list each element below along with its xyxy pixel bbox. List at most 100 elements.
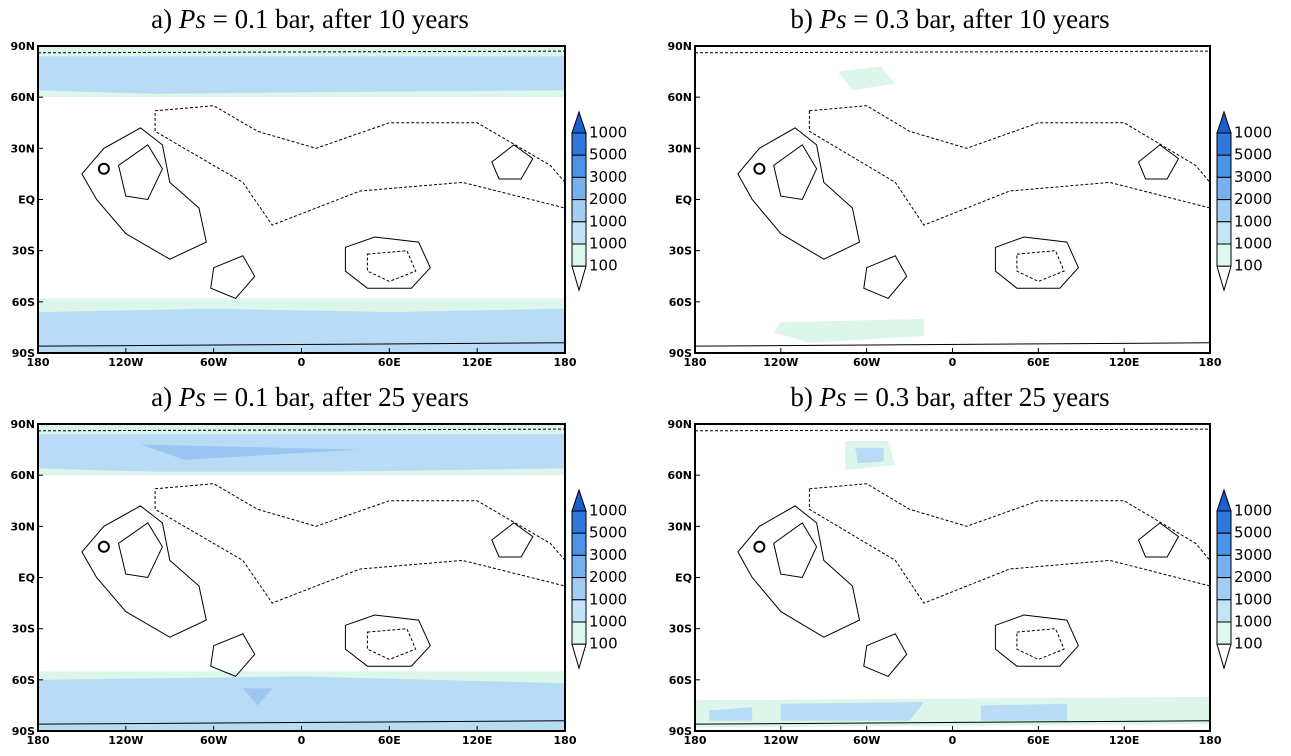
x-tick-label: 60E	[378, 734, 401, 747]
colorbar-label: 100	[1234, 257, 1263, 275]
title-label: a)	[151, 382, 172, 412]
x-tick-label: 180	[554, 356, 577, 369]
colorbar: 1000 5000 3000 2000 1000 1000 100	[1216, 488, 1272, 670]
x-tick-label: 60E	[1027, 356, 1050, 369]
topography-contour	[154, 483, 566, 604]
x-tick-label: 60W	[853, 734, 880, 747]
topography-contour	[1016, 250, 1065, 282]
y-tick-label: 90S	[669, 347, 692, 360]
y-tick-label: EQ	[18, 194, 35, 207]
colorbar-label: 1000	[589, 613, 627, 631]
colorbar-arrow	[571, 265, 587, 292]
polar-contour	[37, 428, 566, 432]
shaded-region	[140, 444, 361, 460]
shaded-region	[981, 703, 1067, 721]
colorbar-arrow	[1216, 643, 1232, 670]
title-expr: = 0.1	[213, 382, 269, 412]
title-suffix: bar, after 10 years	[275, 4, 469, 34]
colorbar-segment	[571, 132, 587, 156]
colorbar-label: 2000	[589, 190, 627, 208]
y-tick-label: 30S	[12, 623, 35, 636]
colorbar-label: 1000	[1234, 502, 1272, 520]
colorbar-segment	[571, 554, 587, 579]
topography-contour	[344, 236, 431, 289]
colorbar-label: 1000	[1234, 590, 1272, 608]
colorbar-label: 5000	[589, 524, 627, 542]
colorbar-segment	[571, 577, 587, 601]
title-suffix: bar, after 25 years	[916, 382, 1110, 412]
shaded-region	[773, 318, 924, 343]
x-tick-label: 120E	[1109, 734, 1139, 747]
colorbar-segment	[1216, 154, 1232, 178]
x-tick-label: 180	[554, 734, 577, 747]
shaded-region	[38, 676, 565, 731]
panel-title: a) Ps = 0.1 bar, after 25 years	[151, 382, 469, 412]
topography-contour	[366, 628, 417, 660]
topography-contour	[863, 255, 908, 300]
colorbar-segment	[1216, 577, 1232, 601]
colorbar-segment	[1216, 510, 1232, 534]
topography-contour	[117, 522, 163, 579]
title-expr: = 0.3	[853, 382, 909, 412]
topography-contour	[773, 144, 818, 201]
x-tick-label: 180	[1199, 356, 1222, 369]
colorbar-label: 100	[1234, 635, 1263, 653]
colorbar-label: 100	[589, 257, 618, 275]
volcano-contour	[753, 162, 766, 175]
y-tick-label: 30S	[669, 623, 692, 636]
colorbar-arrow	[571, 110, 587, 134]
volcano-contour	[97, 162, 110, 175]
colorbar-segment	[571, 176, 587, 201]
plot-frame	[694, 45, 1211, 354]
x-tick-label: 180	[684, 734, 707, 747]
topography-contour	[773, 522, 818, 579]
colorbar: 1000 5000 3000 2000 1000 1000 100	[571, 110, 627, 292]
colorbar-label: 5000	[589, 146, 627, 164]
colorbar-label: 2000	[1234, 190, 1272, 208]
x-tick-label: 120W	[108, 734, 143, 747]
y-tick-label: 90N	[667, 418, 692, 431]
shaded-region	[695, 696, 1210, 728]
x-tick-label: 60E	[1027, 734, 1050, 747]
x-tick-label: 60E	[378, 356, 401, 369]
x-tick-label: 120W	[108, 356, 143, 369]
title-label: b)	[790, 382, 813, 412]
y-tick-label: 60S	[669, 296, 692, 309]
colorbar-segment	[1216, 599, 1232, 623]
colorbar-label: 1000	[589, 235, 627, 253]
shaded-region	[855, 447, 884, 464]
topography-contour	[808, 483, 1211, 604]
colorbar-segment	[571, 510, 587, 534]
topography-contour	[491, 522, 534, 558]
topography-contour	[863, 633, 908, 678]
panel-title: b) Ps = 0.3 bar, after 10 years	[790, 4, 1109, 34]
x-tick-label: 60W	[200, 734, 227, 747]
volcano-contour	[753, 540, 766, 553]
topography-contour	[366, 250, 417, 282]
topography-contour	[1016, 628, 1065, 660]
topography-contour	[117, 144, 163, 201]
y-tick-label: 90S	[12, 725, 35, 738]
colorbar-segment	[1216, 243, 1232, 267]
volcano-contour	[97, 540, 110, 553]
topography-contour	[994, 236, 1079, 289]
shaded-region	[838, 66, 896, 91]
x-tick-label: 60W	[853, 356, 880, 369]
y-tick-label: 90S	[669, 725, 692, 738]
topography-contour	[737, 505, 861, 638]
polar-contour	[37, 342, 566, 347]
x-tick-label: 0	[298, 734, 306, 747]
y-tick-label: 90N	[10, 40, 35, 53]
panel-title: b) Ps = 0.3 bar, after 25 years	[790, 382, 1109, 412]
polar-contour	[694, 720, 1211, 725]
polar-contour	[37, 720, 566, 725]
colorbar-segment	[1216, 132, 1232, 156]
y-tick-label: 60N	[10, 91, 35, 104]
x-tick-label: 0	[949, 734, 957, 747]
colorbar-label: 3000	[1234, 168, 1272, 186]
title-symbol: Ps	[178, 382, 206, 412]
colorbar-label: 1000	[589, 212, 627, 230]
topography-contour	[1137, 144, 1180, 180]
topography-contour	[1137, 522, 1180, 558]
